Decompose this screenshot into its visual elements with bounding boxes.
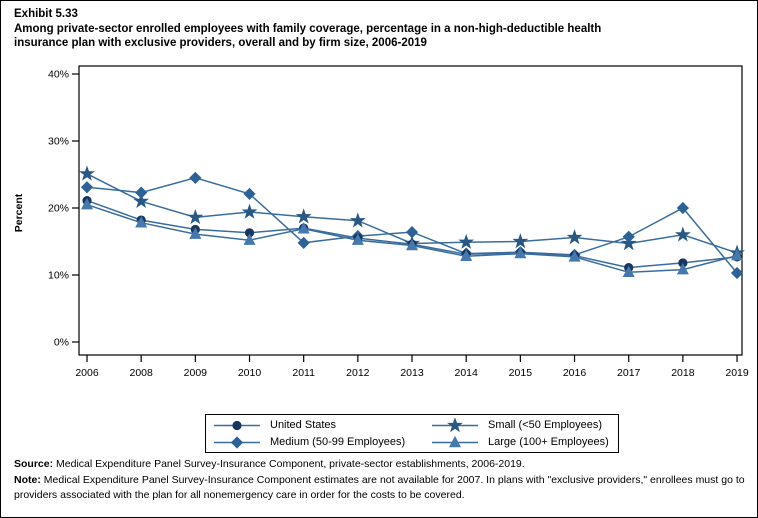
star-legend-key — [432, 417, 478, 432]
triangle-marker-icon — [297, 222, 310, 234]
diamond-marker-icon — [135, 186, 148, 199]
triangle-marker-icon — [351, 233, 364, 245]
series-line — [86, 177, 738, 274]
series-large-100-employees — [80, 197, 744, 278]
x-tick-label: 2012 — [346, 367, 370, 379]
legend-column-2: Small (<50 Employees) Large (100+ Employe… — [430, 417, 616, 451]
triangle-marker-icon — [676, 262, 689, 275]
triangle-marker-icon — [189, 227, 202, 239]
legend-item-medium-50-99-employees: Medium (50-99 Employees) — [212, 434, 430, 451]
x-tick-label: 2008 — [129, 367, 153, 379]
star-marker-icon — [674, 226, 691, 242]
footer-notes: Source: Medical Expenditure Panel Survey… — [14, 457, 750, 504]
triangle-legend-key — [432, 435, 478, 447]
star-marker-icon — [349, 212, 366, 228]
legend-label: Medium (50-99 Employees) — [270, 436, 406, 448]
exhibit-number: Exhibit 5.33 — [14, 8, 78, 20]
diamond-marker-icon — [230, 435, 244, 449]
star-marker-icon — [447, 417, 463, 432]
x-tick-label: 2011 — [292, 367, 315, 379]
star-marker-icon — [512, 233, 529, 249]
triangle-marker-icon — [514, 246, 527, 259]
legend-item-united-states: United States — [212, 417, 430, 434]
triangle-marker-icon — [405, 238, 419, 251]
legend-label: Large (100+ Employees) — [488, 436, 609, 448]
source-text: Medical Expenditure Panel Survey-Insuran… — [56, 458, 525, 470]
triangle-marker-icon — [80, 197, 94, 210]
y-axis: 40% 30% 20% 10% 0% — [48, 69, 79, 349]
circle-marker-icon — [232, 420, 242, 430]
x-tick-label: 2010 — [238, 367, 262, 379]
line-chart: 40% 30% 20% 10% 0% Percent 2006 2008 2009 2010 201… — [13, 65, 749, 379]
y-tick-label: 40% — [48, 69, 69, 81]
chart-legend: United States Medium (50-99 Employees) Sma… — [205, 414, 619, 453]
diamond-legend-key — [214, 435, 260, 449]
series-medium-50-99-employees — [80, 171, 744, 280]
star-marker-icon — [241, 203, 258, 219]
y-tick-label: 0% — [54, 337, 69, 349]
diamond-marker-icon — [189, 171, 202, 184]
methodology-note: Note: Medical Expenditure Panel Survey-I… — [14, 473, 750, 504]
y-tick-label: 10% — [48, 270, 69, 282]
legend-label: Small (<50 Employees) — [488, 419, 603, 431]
triangle-marker-icon — [135, 216, 148, 228]
source-note: Source: Medical Expenditure Panel Survey… — [14, 457, 750, 473]
x-tick-label: 2019 — [725, 367, 749, 379]
x-tick-label: 2009 — [184, 367, 208, 379]
x-tick-label: 2015 — [509, 367, 533, 379]
x-axis: 2006 2008 2009 2010 2011 2012 2013 2014 2015 2016… — [75, 355, 749, 379]
star-marker-icon — [458, 233, 475, 249]
title-block: Exhibit 5.33 Among private-sector enroll… — [14, 7, 601, 51]
diamond-marker-icon — [676, 201, 689, 215]
triangle-marker-icon — [243, 233, 256, 245]
circle-legend-key — [214, 420, 260, 430]
star-marker-icon — [295, 208, 312, 224]
diamond-marker-icon — [243, 187, 256, 201]
x-tick-label: 2017 — [617, 367, 641, 379]
note-label: Note: — [14, 473, 41, 486]
triangle-marker-icon — [448, 435, 462, 447]
legend-label: United States — [270, 419, 337, 431]
chart-title-line-2: insurance plan with exclusive providers,… — [14, 37, 427, 49]
x-tick-label: 2013 — [400, 367, 424, 379]
legend-item-small-50-employees: Small (<50 Employees) — [430, 417, 616, 434]
diamond-marker-icon — [730, 266, 744, 280]
star-marker-icon — [133, 192, 150, 209]
x-tick-label: 2016 — [563, 367, 587, 379]
legend-item-large-100-employees: Large (100+ Employees) — [430, 434, 616, 451]
star-marker-icon — [187, 209, 204, 225]
diamond-marker-icon — [622, 230, 635, 243]
triangle-marker-icon — [460, 249, 473, 261]
star-marker-icon — [566, 229, 583, 245]
x-tick-label: 2018 — [671, 367, 695, 379]
x-tick-label: 2006 — [75, 367, 99, 379]
triangle-marker-icon — [568, 250, 581, 262]
triangle-marker-icon — [622, 265, 635, 278]
y-tick-label: 20% — [48, 203, 69, 215]
y-tick-label: 30% — [48, 136, 69, 148]
star-marker-icon — [79, 165, 95, 181]
y-axis-title: Percent — [13, 193, 25, 232]
x-tick-label: 2014 — [455, 367, 479, 379]
source-label: Source: — [14, 458, 54, 470]
note-text: Medical Expenditure Panel Survey-Insuran… — [14, 473, 745, 502]
chart-title-line-1: Among private-sector enrolled employees … — [14, 22, 602, 35]
plot-frame — [78, 65, 743, 356]
legend-column-1: United States Medium (50-99 Employees) — [212, 417, 430, 451]
triangle-marker-icon — [731, 248, 744, 261]
diamond-marker-icon — [80, 181, 94, 194]
diamond-marker-icon — [405, 226, 419, 239]
diamond-marker-icon — [297, 236, 310, 249]
